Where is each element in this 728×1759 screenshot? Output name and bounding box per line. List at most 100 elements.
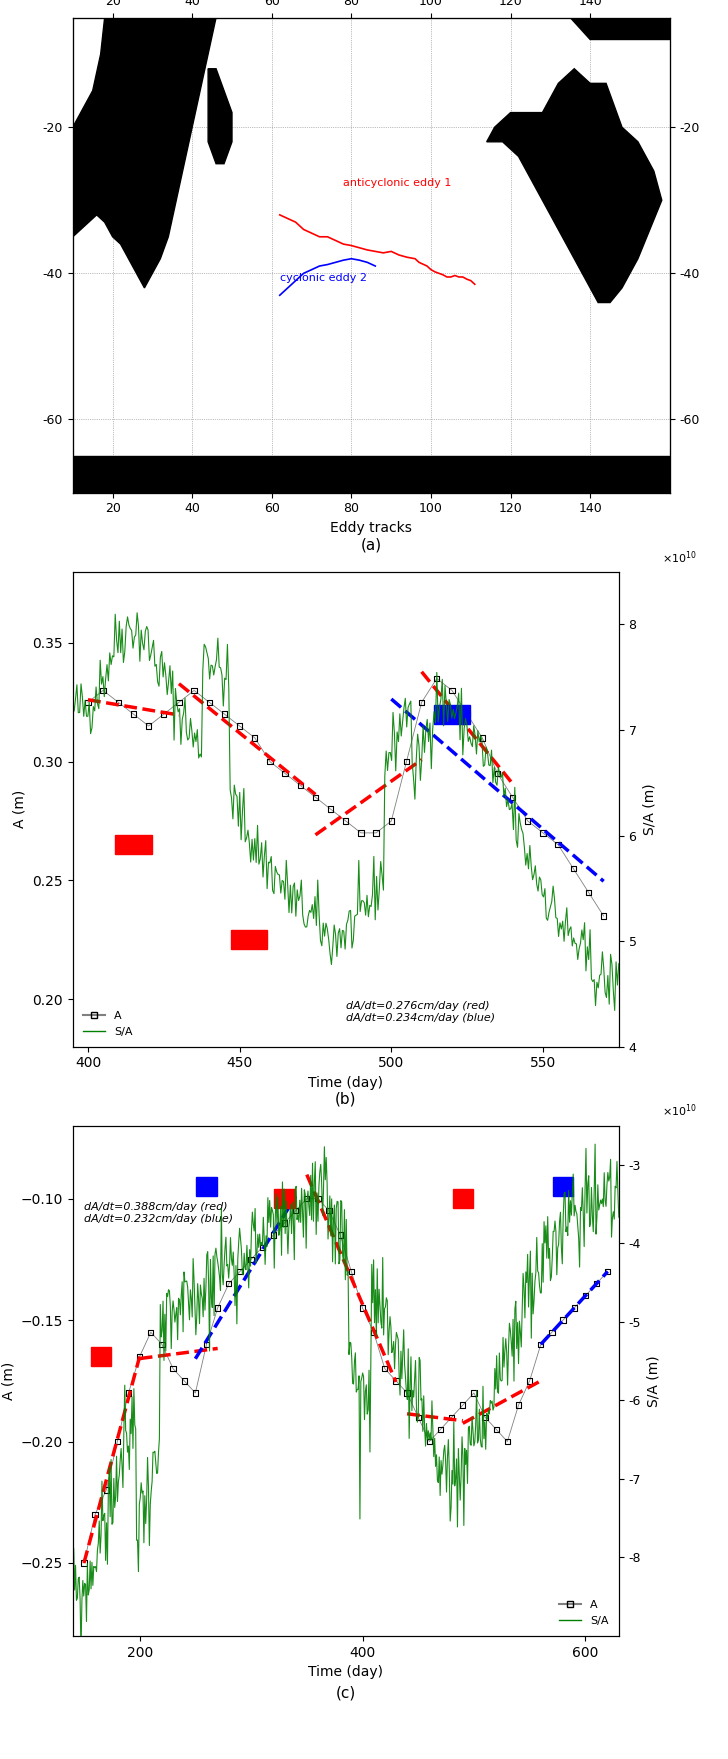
Point [553,830,564,858]
Point [279,1208,290,1237]
Point [309,783,321,811]
Point [582,878,594,906]
Point [280,760,291,788]
Point [234,1258,246,1286]
Polygon shape [73,18,216,288]
Point [173,688,185,716]
FancyBboxPatch shape [453,1189,472,1208]
Text: dA/dt=0.388cm/day (red)
dA/dt=0.232cm/day (blue): dA/dt=0.388cm/day (red) dA/dt=0.232cm/da… [84,1203,233,1224]
Point [390,1367,402,1395]
Point [386,807,397,836]
Point [371,818,382,846]
Polygon shape [73,456,670,493]
Point [400,748,412,776]
Point [301,1184,312,1212]
Point [268,1221,280,1249]
Point [334,1221,346,1249]
Text: $\times10^{10}$: $\times10^{10}$ [662,1103,697,1119]
Point [212,1295,223,1323]
Point [462,700,473,728]
Point [98,675,109,704]
Point [479,1404,491,1432]
Point [203,688,215,716]
Text: cyclonic eddy 2: cyclonic eddy 2 [280,273,367,283]
Point [256,1233,268,1261]
Legend: A, S/A: A, S/A [79,1006,137,1041]
Point [78,1550,90,1578]
Point [90,1500,101,1529]
Text: (c): (c) [336,1685,356,1701]
FancyBboxPatch shape [197,1177,216,1196]
Polygon shape [411,18,670,39]
Point [535,1330,547,1358]
Point [112,688,124,716]
Point [312,1184,324,1212]
Point [416,688,427,716]
Point [223,1270,234,1298]
Point [249,725,261,753]
Point [158,700,170,728]
Point [569,1295,580,1323]
Point [568,855,579,883]
Point [513,1391,524,1420]
Point [522,807,534,836]
Point [234,712,245,741]
FancyBboxPatch shape [115,836,151,855]
Point [598,902,609,931]
Point [189,675,200,704]
Point [127,700,139,728]
FancyBboxPatch shape [274,1189,295,1208]
Text: dA/dt=0.276cm/day (red)
dA/dt=0.234cm/day (blue): dA/dt=0.276cm/day (red) dA/dt=0.234cm/da… [346,1001,495,1022]
Point [143,712,154,741]
Text: $\times10^{10}$: $\times10^{10}$ [662,549,697,566]
Point [424,1428,435,1456]
Point [156,1330,167,1358]
Point [178,1367,190,1395]
Point [340,807,352,836]
Point [468,1379,480,1407]
Point [111,1428,123,1456]
Point [325,795,336,823]
Point [590,1270,602,1298]
Point [431,665,443,693]
Point [507,783,518,811]
X-axis label: Eddy tracks: Eddy tracks [331,521,412,535]
Point [579,1282,591,1310]
Point [355,818,367,846]
Point [323,1196,335,1224]
Point [502,1428,513,1456]
Point [245,1245,257,1274]
Legend: A, S/A: A, S/A [555,1595,613,1631]
Y-axis label: S/A (m): S/A (m) [646,1354,660,1407]
Text: (b): (b) [335,1092,357,1106]
Point [145,1317,157,1346]
Point [357,1295,368,1323]
Polygon shape [487,69,662,303]
Text: (a): (a) [360,538,382,552]
Point [602,1258,614,1286]
Point [557,1305,569,1333]
FancyBboxPatch shape [553,1177,573,1196]
FancyBboxPatch shape [231,931,267,950]
Point [546,1317,558,1346]
Point [401,1379,413,1407]
Point [189,1379,201,1407]
Point [491,1416,502,1444]
FancyBboxPatch shape [90,1347,111,1367]
Point [167,1354,179,1383]
Point [218,700,230,728]
Point [134,1342,146,1370]
Point [294,770,306,799]
Y-axis label: A (m): A (m) [1,1361,15,1400]
Point [379,1354,391,1383]
Point [412,1404,424,1432]
Point [346,1258,357,1286]
Polygon shape [208,69,232,164]
Text: anticyclonic eddy 1: anticyclonic eddy 1 [344,178,452,188]
Point [491,760,503,788]
FancyBboxPatch shape [434,705,470,723]
Point [524,1367,536,1395]
Point [201,1330,213,1358]
Point [537,818,549,846]
Point [476,725,488,753]
